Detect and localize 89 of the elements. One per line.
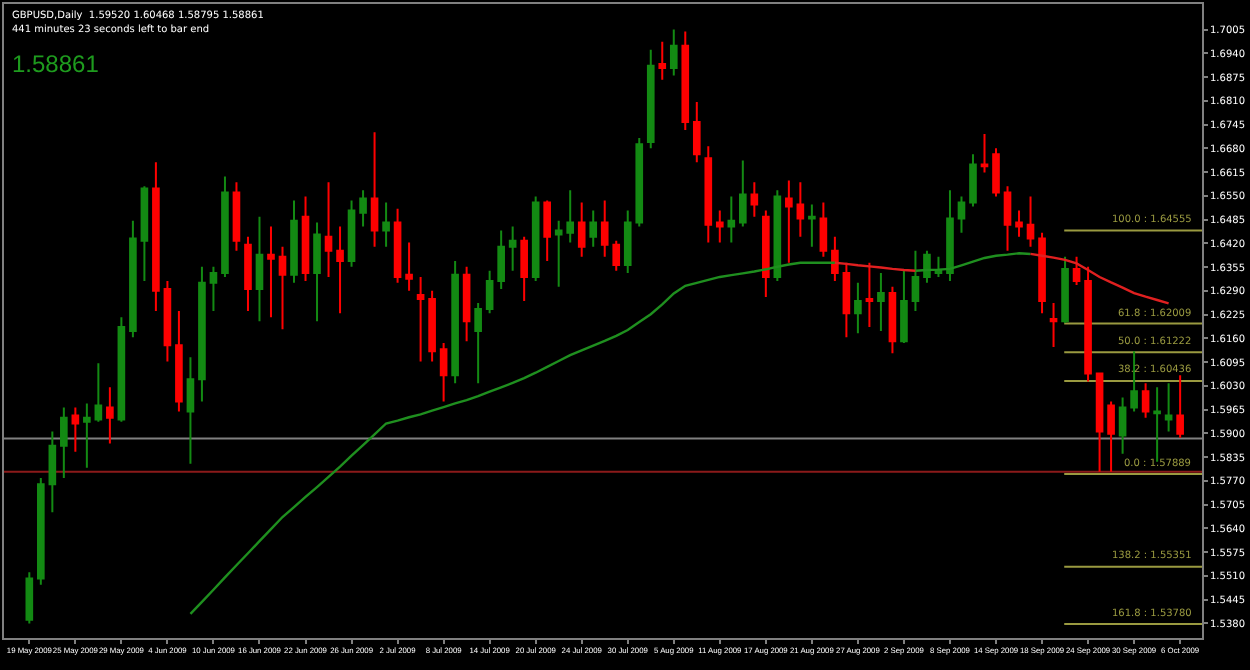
- candlestick: [117, 316, 126, 423]
- candlestick: [48, 430, 57, 514]
- candlestick: [140, 185, 149, 282]
- candlestick: [992, 147, 1000, 198]
- candlestick: [577, 201, 586, 258]
- candlestick: [382, 201, 390, 248]
- annotation: 1.58861: [12, 50, 100, 78]
- candlestick: [439, 342, 448, 403]
- candlestick: [543, 199, 551, 262]
- candlestick: [474, 301, 482, 385]
- candlestick: [462, 265, 471, 343]
- candlestick: [658, 40, 667, 81]
- candlestick: [750, 181, 759, 218]
- candlestick: [232, 181, 241, 252]
- candlestick: [25, 571, 34, 625]
- candlestick: [175, 309, 183, 413]
- candlestick: [715, 209, 724, 244]
- candlestick: [336, 225, 344, 315]
- candlestick: [854, 281, 862, 335]
- candlestick: [669, 28, 678, 77]
- candlestick: [428, 289, 436, 363]
- candlestick: [508, 225, 517, 272]
- candlestick: [1061, 255, 1069, 324]
- candlestick: [1095, 372, 1104, 473]
- candlestick: [865, 261, 874, 329]
- candlestick: [198, 265, 206, 403]
- candlestick: [900, 269, 908, 345]
- candlestick: [980, 133, 989, 174]
- candlestick: [416, 275, 425, 363]
- candlestick: [209, 265, 218, 312]
- candlestick: [324, 181, 333, 278]
- candlestick: [1118, 396, 1127, 455]
- candlestick: [485, 269, 494, 315]
- candlestick: [520, 235, 528, 303]
- candlestick: [1164, 382, 1173, 433]
- candlestick: [370, 131, 379, 248]
- candlestick: [186, 356, 195, 465]
- candlestick: [739, 159, 747, 228]
- candlestick: [589, 209, 598, 248]
- candlestick: [704, 145, 713, 244]
- candlestick: [451, 259, 459, 385]
- candlestick: [60, 406, 68, 479]
- candlestick: [681, 30, 690, 132]
- candlestick: [785, 179, 793, 264]
- candlestick: [83, 402, 91, 469]
- candlestick: [129, 219, 137, 339]
- candlestick: [1049, 301, 1058, 349]
- candlestick: [819, 201, 828, 258]
- candlestick: [727, 195, 736, 244]
- candlestick: [969, 153, 977, 208]
- candlestick: [278, 245, 287, 331]
- candlestick: [842, 261, 851, 339]
- candlestick: [359, 189, 367, 228]
- candlestick: [831, 235, 839, 282]
- candlestick: [1084, 265, 1092, 383]
- candlestick: [1038, 231, 1046, 315]
- candlestick: [796, 181, 805, 238]
- candlestick: [37, 476, 45, 586]
- candlestick: [393, 207, 402, 284]
- candlestick: [531, 195, 540, 282]
- candlestick: [646, 48, 655, 150]
- candlestick: [405, 241, 413, 292]
- candlestick: [692, 100, 701, 164]
- candlestick: [808, 203, 816, 248]
- candlestick: [1026, 195, 1035, 248]
- candlestick: [313, 221, 321, 323]
- candlestick: [290, 199, 298, 284]
- candlestick: [1107, 400, 1115, 473]
- candlestick: [267, 225, 275, 319]
- candlestick: [221, 175, 229, 278]
- candlestick: [1072, 255, 1081, 286]
- candlestick: [244, 235, 252, 312]
- candlestick: [71, 406, 80, 453]
- candlestick: [877, 271, 885, 333]
- candlestick: [301, 195, 310, 282]
- candlestick: [762, 209, 770, 299]
- candlestick: [1003, 185, 1012, 252]
- candlestick: [1176, 374, 1184, 439]
- candlestick: [957, 195, 966, 234]
- candlestick: [106, 386, 114, 445]
- candlestick: [888, 285, 897, 355]
- candlestick: [497, 229, 505, 291]
- candlestick: [1141, 382, 1150, 419]
- candlestick: [152, 161, 160, 312]
- candlestick: [1015, 209, 1023, 238]
- candlestick: [255, 215, 264, 323]
- candlestick: [347, 199, 356, 268]
- candlestick: [94, 362, 103, 423]
- candlestick: [163, 279, 172, 363]
